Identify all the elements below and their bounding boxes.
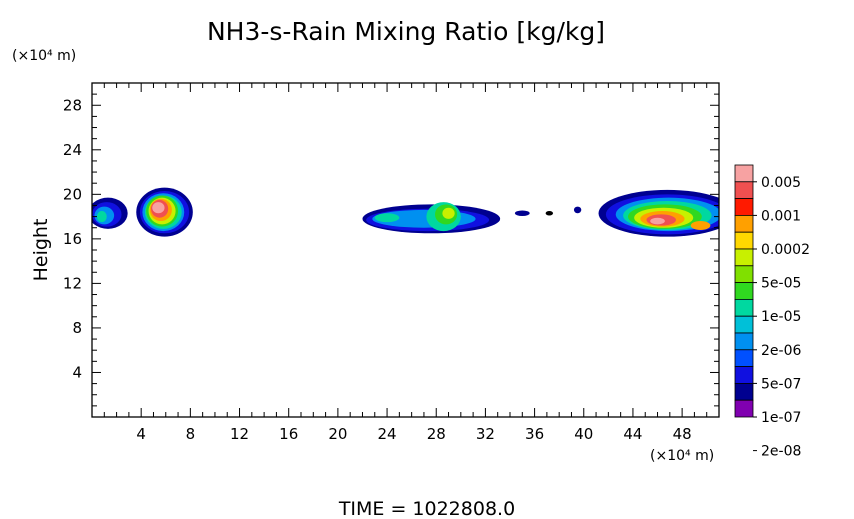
colorbar-label: 2e-08 xyxy=(761,444,801,460)
colorbar-swatch xyxy=(734,366,754,384)
colorbar-label: 5e-05 xyxy=(761,276,801,292)
x-tick-label: 20 xyxy=(328,425,347,443)
x-tick-label: 8 xyxy=(186,425,196,443)
colorbar-swatch xyxy=(734,382,754,401)
colorbar-swatch xyxy=(734,349,754,367)
x-tick-label: 36 xyxy=(525,425,544,443)
blob-cell-46 xyxy=(650,217,665,225)
y-tick-label: 8 xyxy=(72,319,82,337)
colorbar-label: 0.0002 xyxy=(761,242,810,258)
colorbar-swatch xyxy=(734,315,754,334)
time-label: TIME = 1022808.0 xyxy=(338,498,515,519)
colorbar-swatch xyxy=(734,231,754,250)
blob-cell-27 xyxy=(442,207,455,219)
blob-scatter xyxy=(573,206,582,214)
y-tick-label: 16 xyxy=(63,230,82,248)
blob-scatter xyxy=(545,211,554,216)
y-unit-label: (×10⁴ m) xyxy=(12,48,76,64)
colorbar: 0.005 0.001 0.0002 5e-05 1e-05 2e-06 5e-07 1e-0… xyxy=(734,164,810,460)
y-tick-label: 4 xyxy=(72,363,82,381)
colorbar-swatch xyxy=(734,265,754,283)
chart-title: NH3-s-Rain Mixing Ratio [kg/kg] xyxy=(207,17,605,46)
colorbar-swatch xyxy=(734,164,754,183)
colorbar-swatch xyxy=(734,248,754,267)
colorbar-swatch xyxy=(734,282,754,300)
y-tick-label: 24 xyxy=(63,141,82,159)
colorbar-label: 0.005 xyxy=(761,175,801,191)
colorbar-label: 1e-07 xyxy=(761,410,801,426)
x-tick-label: 28 xyxy=(427,425,446,443)
colorbar-label: 5e-07 xyxy=(761,376,801,392)
colorbar-swatch xyxy=(734,332,754,351)
y-tick-label: 12 xyxy=(63,274,82,292)
blob-cell-27 xyxy=(374,213,400,223)
colorbar-swatch xyxy=(734,181,754,200)
x-tick-label: 4 xyxy=(136,425,146,443)
y-axis-label: Height xyxy=(30,219,52,282)
blob-left xyxy=(96,211,107,223)
colorbar-label: 0.001 xyxy=(761,208,801,224)
x-tick-label: 24 xyxy=(378,425,397,443)
colorbar-swatch xyxy=(734,214,754,233)
blob-cell-5 xyxy=(152,202,165,214)
x-unit-label: (×10⁴ m) xyxy=(650,448,714,464)
blob-scatter xyxy=(514,210,530,217)
contour-field xyxy=(92,187,719,237)
x-tick-label: 44 xyxy=(623,425,642,443)
x-tick-label: 12 xyxy=(230,425,249,443)
x-tick-label: 32 xyxy=(476,425,495,443)
x-tick-label: 48 xyxy=(673,425,692,443)
axes-frame xyxy=(91,82,720,418)
x-tick-label: 16 xyxy=(279,425,298,443)
colorbar-swatch xyxy=(734,298,754,317)
colorbar-label: 2e-06 xyxy=(761,343,801,359)
y-tick-label: 20 xyxy=(63,185,82,203)
colorbar-swatch xyxy=(734,399,754,418)
colorbar-swatch xyxy=(734,198,754,216)
x-tick-label: 40 xyxy=(574,425,593,443)
colorbar-label: 1e-05 xyxy=(761,309,801,325)
blob-cell-46 xyxy=(690,221,711,230)
y-tick-label: 28 xyxy=(63,96,82,114)
